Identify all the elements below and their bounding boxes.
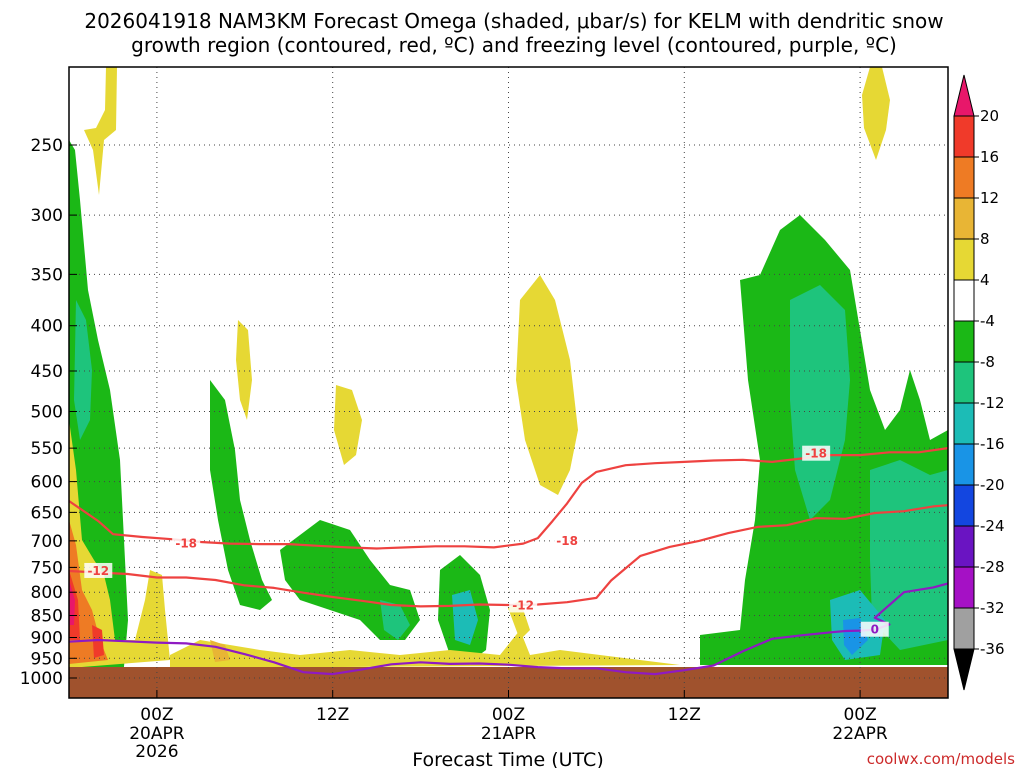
omega-shading — [69, 67, 948, 690]
contour-label-bg — [172, 535, 201, 551]
colorbar-label: 4 — [980, 271, 990, 289]
colorbar-label: -36 — [980, 640, 1005, 658]
omega-region-sinking-mid1 — [236, 320, 252, 420]
chart-title-line1: 2026041918 NAM3KM Forecast Omega (shaded… — [84, 9, 943, 33]
colorbar-swatch — [953, 156, 975, 199]
y-tick-label: 950 — [31, 649, 63, 669]
contour-label-bg — [802, 445, 831, 461]
y-tick-label: 850 — [31, 607, 63, 627]
y-tick-label: 400 — [31, 317, 63, 337]
colorbar-label: -12 — [980, 394, 1005, 412]
contour-label: -18 — [175, 537, 197, 551]
x-tick-label: 00Z — [140, 705, 173, 725]
colorbar-label: -20 — [980, 476, 1005, 494]
omega-region-sinking-lower-left — [69, 420, 170, 668]
colorbar-label: -28 — [980, 558, 1005, 576]
chart-title-line2: growth region (contoured, red, ºC) and f… — [131, 33, 897, 57]
contour-label: 0 — [871, 623, 879, 637]
y-tick-label: 800 — [31, 583, 63, 603]
omega-region-sinking-lower-left-red2 — [92, 625, 104, 658]
omega-region-sinking-top-left — [84, 67, 117, 195]
colorbar-swatch — [953, 566, 975, 609]
y-tick-label: 300 — [31, 206, 63, 226]
omega-region-sinking-mid3 — [516, 275, 578, 495]
y-tick-label: 900 — [31, 628, 63, 648]
omega-region-sinking-top-right — [862, 67, 890, 160]
y-tick-label: 650 — [31, 503, 63, 523]
x-tick-date: 21APR — [481, 724, 537, 744]
x-tick-label: 00Z — [843, 705, 876, 725]
y-tick-label: 500 — [31, 403, 63, 423]
omega-region-rising-12z-core — [380, 600, 410, 640]
grid — [69, 67, 948, 698]
y-tick-label: 750 — [31, 558, 63, 578]
omega-region-sinking-surface-orange — [210, 640, 230, 662]
colorbar-swatch — [953, 238, 975, 281]
contour-label-bg — [509, 597, 538, 613]
colorbar-swatch — [953, 361, 975, 404]
contour-label-bg — [84, 562, 113, 578]
y-tick-label: 450 — [31, 362, 63, 382]
colorbar-bottom-arrow — [953, 648, 975, 691]
colorbar-label: -8 — [980, 353, 995, 371]
omega-region-rising-early — [210, 380, 272, 610]
y-tick-label: 700 — [31, 532, 63, 552]
colorbar: 20 16 12 8 4 -4 -8 -12 -16 -20 -24 -28 -32 -36 — [953, 74, 1005, 691]
omega-region-rising-left-core — [74, 300, 92, 440]
colorbar-label: 20 — [980, 107, 999, 125]
contour-line-minus18 — [69, 447, 948, 550]
omega-region-rising-late-core — [790, 285, 850, 520]
colorbar-label: -16 — [980, 435, 1005, 453]
x-axis-label: Forecast Time (UTC) — [412, 749, 603, 768]
y-axis: 2503003504004505005506006507007508008509… — [20, 136, 77, 689]
colorbar-swatch — [953, 484, 975, 527]
colorbar-swatch — [953, 607, 975, 650]
y-tick-label: 600 — [31, 473, 63, 493]
colorbar-label: 8 — [980, 230, 990, 248]
colorbar-swatch — [953, 443, 975, 486]
colorbar-swatch — [953, 115, 975, 158]
credit-text: coolwx.com/models — [867, 750, 1015, 768]
colorbar-swatch — [953, 402, 975, 445]
contour-label: -12 — [512, 598, 534, 612]
y-tick-label: 250 — [31, 136, 63, 156]
omega-region-rising-21apr-core — [452, 590, 478, 645]
colorbar-label: -4 — [980, 312, 995, 330]
x-tick-label: 12Z — [316, 705, 349, 725]
colorbar-swatch — [953, 320, 975, 363]
colorbar-label: -24 — [980, 517, 1005, 535]
y-tick-label: 550 — [31, 439, 63, 459]
x-tick-label: 12Z — [668, 705, 701, 725]
contour-label-bg — [860, 621, 889, 637]
colorbar-label: -32 — [980, 599, 1005, 617]
y-tick-label: 1000 — [20, 669, 63, 689]
colorbar-label: 12 — [980, 189, 999, 207]
x-tick-label: 00Z — [492, 705, 525, 725]
colorbar-swatch — [953, 525, 975, 568]
colorbar-label: 16 — [980, 148, 999, 166]
omega-region-sinking-mid2 — [334, 385, 362, 465]
x-tick-date: 22APR — [832, 724, 888, 744]
x-tick-date: 20APR — [129, 724, 185, 744]
omega-region-sinking-surface — [170, 630, 680, 668]
omega-region-sinking-lower-left-magenta — [69, 580, 75, 625]
contour-label: -18 — [556, 534, 578, 548]
colorbar-swatch — [953, 197, 975, 240]
contour-series: -18 -18 -18 -12 -12 0 — [69, 445, 948, 676]
y-tick-label: 350 — [31, 265, 63, 285]
x-tick-year: 2026 — [135, 742, 178, 762]
colorbar-top-arrow — [953, 74, 975, 117]
contour-label: -12 — [87, 564, 109, 578]
contour-label: -18 — [805, 447, 827, 461]
colorbar-swatch — [953, 279, 975, 322]
contour-label-bg — [553, 532, 582, 548]
